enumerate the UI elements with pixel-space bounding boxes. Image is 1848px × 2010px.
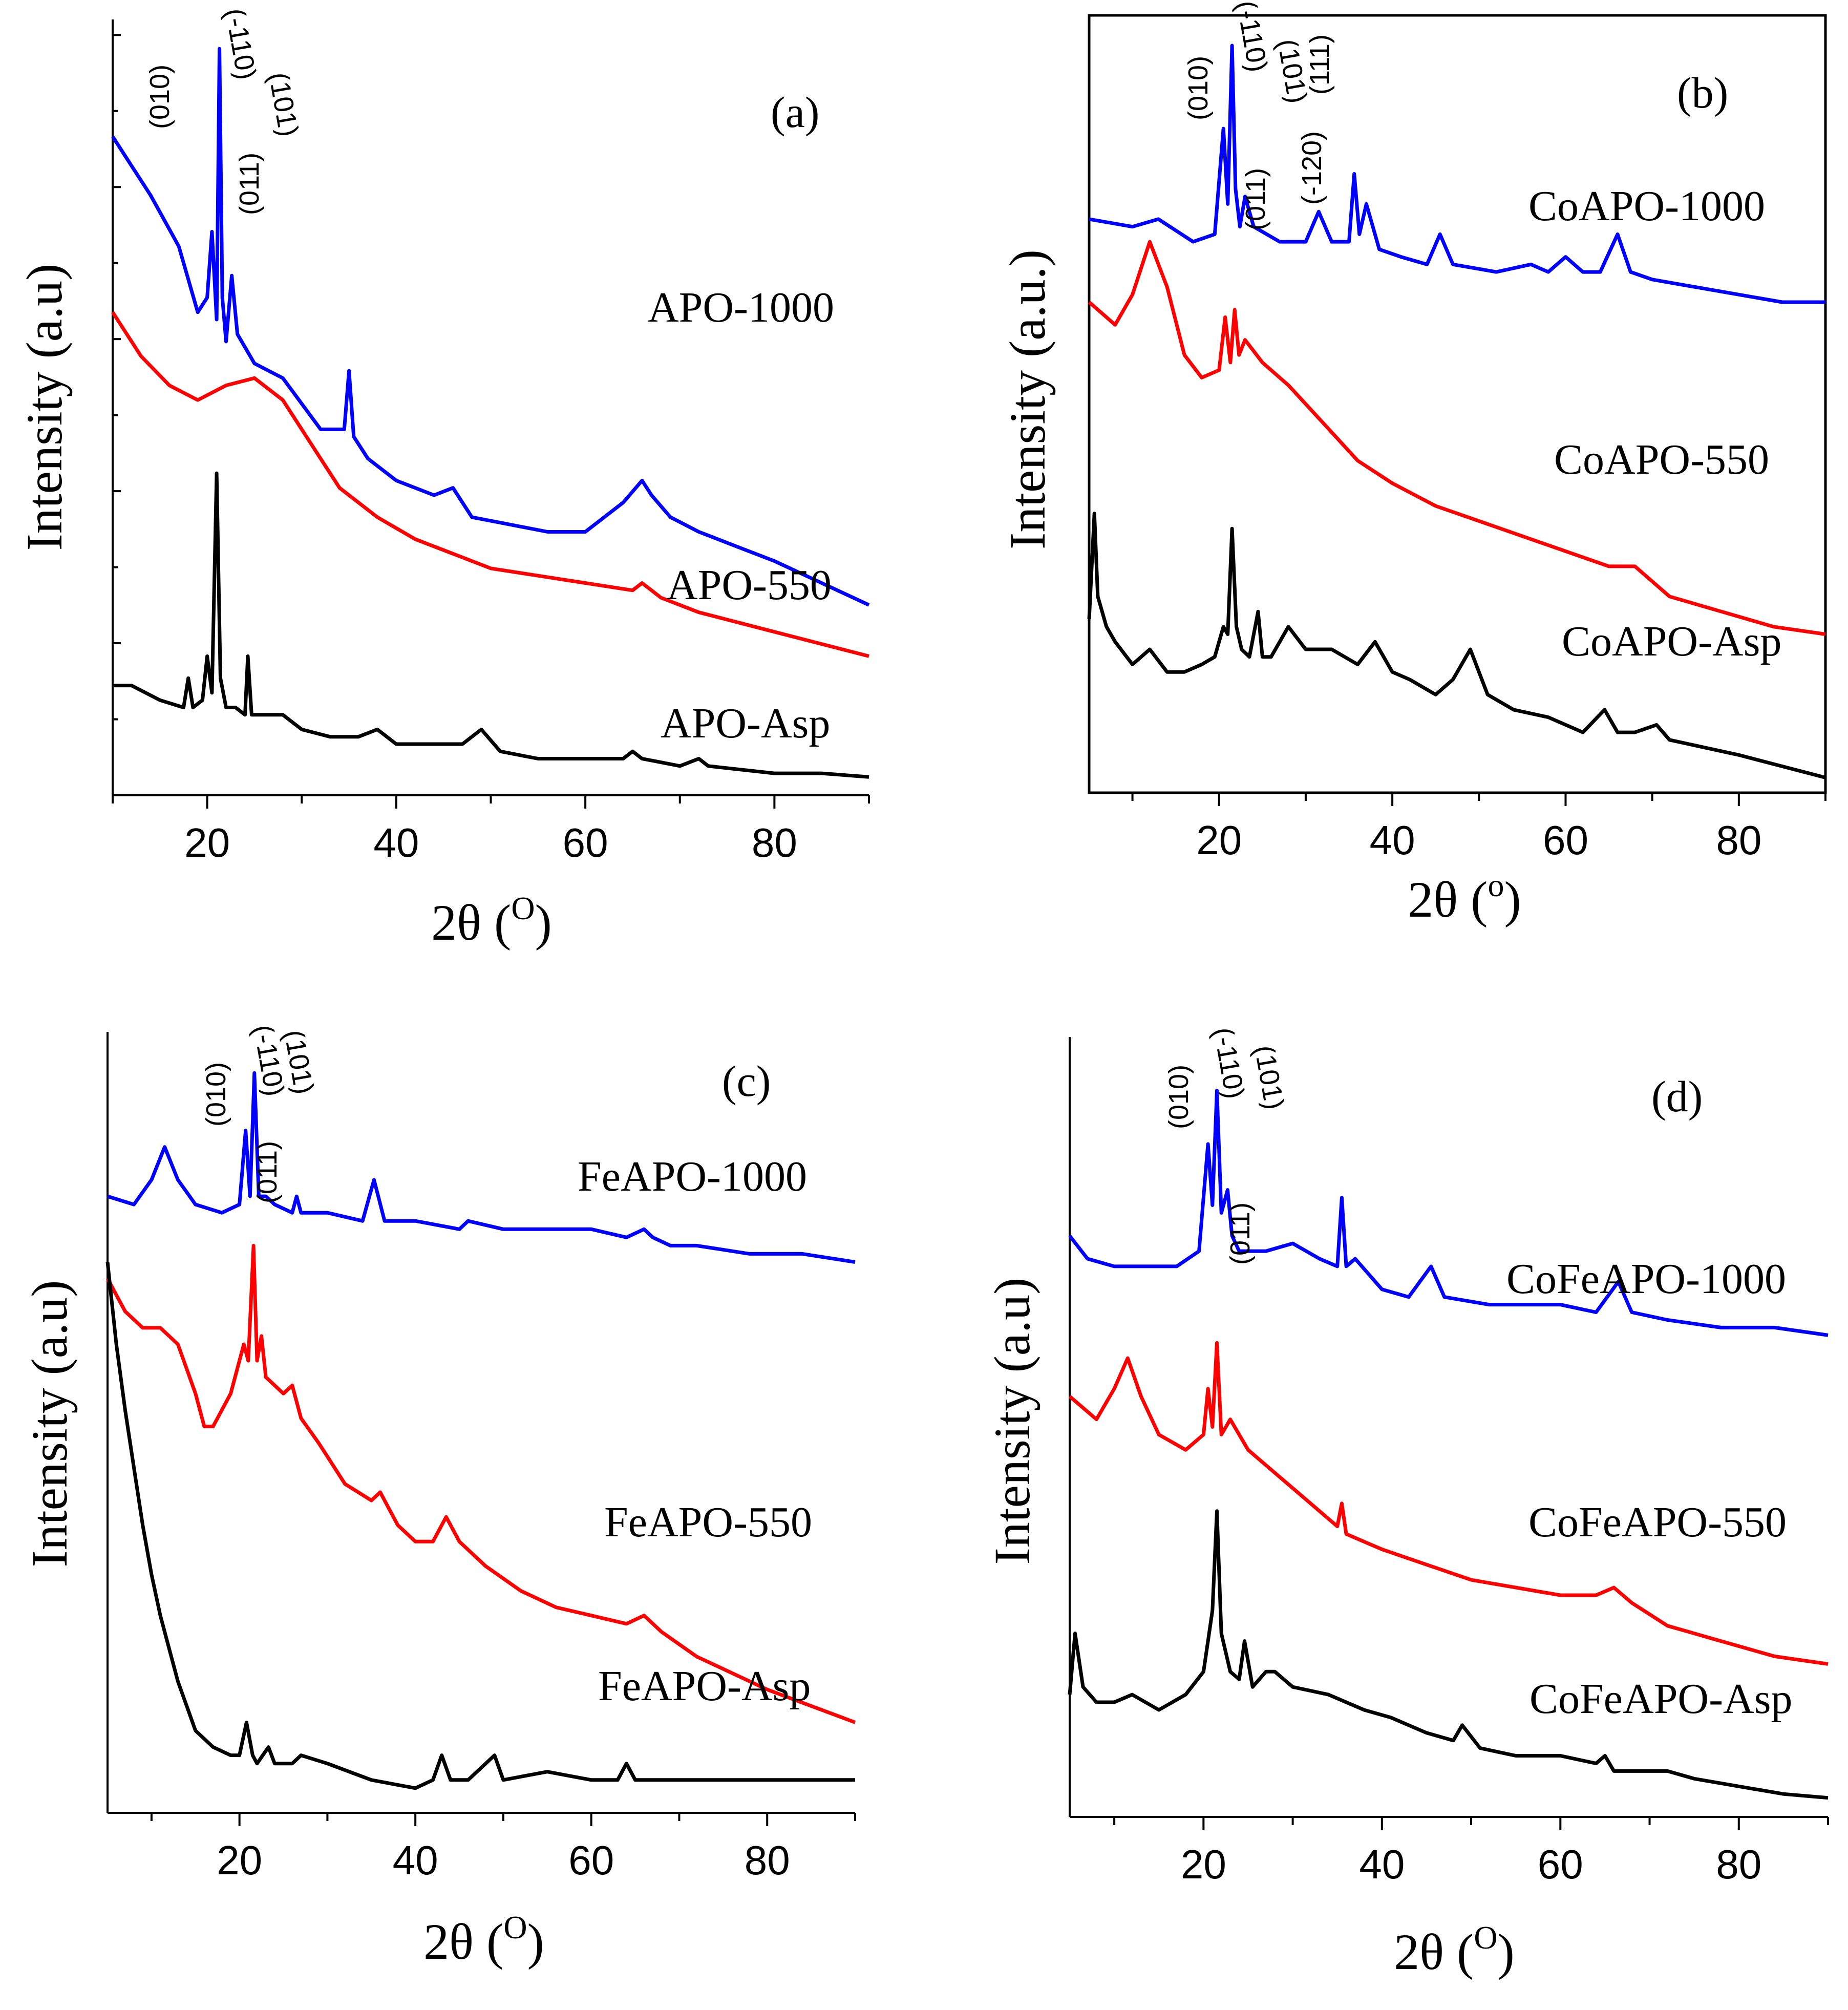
series-line-cofeapo-550 xyxy=(1068,1341,1829,1666)
x-tick-label: 20 xyxy=(1181,1842,1226,1887)
peak-index-label: (111) xyxy=(1304,34,1335,95)
series-label: APO-Asp xyxy=(661,700,830,747)
x-axis-title-unit: o xyxy=(1488,867,1504,903)
x-tick-label: 40 xyxy=(1359,1842,1405,1887)
plot-frame xyxy=(1088,14,1827,794)
peak-index-label: (010) xyxy=(1183,56,1214,120)
series-label: CoFeAPO-Asp xyxy=(1530,1675,1792,1723)
x-tick-label: 80 xyxy=(752,820,797,865)
x-tick-label: 20 xyxy=(217,1837,262,1883)
series-label: FeAPO-1000 xyxy=(578,1153,807,1200)
x-axis-title-unit: O xyxy=(1474,1919,1497,1956)
series-line-apo-550 xyxy=(111,311,869,658)
series-line-feapo-asp xyxy=(105,1262,855,1790)
series-line-apo-1000 xyxy=(111,47,870,607)
series-line-coapo-asp xyxy=(1087,512,1826,779)
x-axis-title-close: ) xyxy=(527,1913,544,1970)
peak-index-label: (010) xyxy=(201,1062,231,1127)
series-label: CoAPO-1000 xyxy=(1528,182,1765,230)
peak-index-label: (011) xyxy=(252,1141,283,1203)
series-line-apo-asp xyxy=(113,471,869,779)
y-axis-title: Intensity (a.u) xyxy=(16,264,73,551)
series-line-coapo-550 xyxy=(1088,240,1826,636)
x-tick-label: 20 xyxy=(184,820,230,865)
x-tick-label: 60 xyxy=(568,1837,614,1883)
panel-label: (b) xyxy=(1677,68,1728,117)
peak-index-label: (010) xyxy=(1163,1065,1194,1129)
panel-label: (c) xyxy=(722,1056,771,1106)
x-axis-title-unit: O xyxy=(503,1909,527,1945)
series-label: CoFeAPO-550 xyxy=(1528,1498,1787,1546)
x-tick-label: 60 xyxy=(563,820,608,865)
peak-index-label: (010) xyxy=(144,65,175,129)
panel-label: (d) xyxy=(1651,1072,1703,1121)
x-axis-title-main: 2θ ( xyxy=(1408,871,1488,928)
series-label: CoAPO-Asp xyxy=(1562,618,1781,665)
x-axis-title: 2θ (O) xyxy=(423,1909,544,1970)
x-tick-label: 60 xyxy=(1538,1842,1583,1887)
x-tick-label: 80 xyxy=(745,1837,790,1883)
peak-index-label: (-120) xyxy=(1297,131,1327,205)
series-line-feapo-1000 xyxy=(107,1071,856,1264)
x-tick-label: 40 xyxy=(1370,817,1415,863)
y-axis-title: Intensity (a.u) xyxy=(984,1278,1040,1565)
series-line-coapo-1000 xyxy=(1089,44,1825,304)
peak-index-label: (011) xyxy=(234,153,265,215)
series-line-feapo-550 xyxy=(105,1243,856,1724)
series-label: CoFeAPO-1000 xyxy=(1506,1255,1786,1303)
peak-index-label: (011) xyxy=(1225,1202,1256,1265)
series-line-cofeapo-1000 xyxy=(1068,1089,1829,1337)
y-axis-title: Intensity (a.u) xyxy=(21,1280,78,1568)
series-line-cofeapo-asp xyxy=(1068,1509,1829,1800)
x-axis-title: 2θ (o) xyxy=(1408,867,1521,928)
x-axis-title-close: ) xyxy=(535,894,552,951)
y-axis-title: Intensity (a.u.) xyxy=(999,249,1056,549)
series-label: FeAPO-Asp xyxy=(598,1662,811,1710)
x-axis-title-main: 2θ ( xyxy=(1394,1923,1474,1980)
x-tick-label: 80 xyxy=(1716,817,1761,863)
series-label: FeAPO-550 xyxy=(604,1498,812,1546)
panel-label: (a) xyxy=(771,88,819,137)
x-tick-label: 20 xyxy=(1196,817,1242,863)
x-tick-label: 80 xyxy=(1716,1842,1761,1887)
x-axis-title-unit: O xyxy=(511,890,535,926)
series-label: APO-1000 xyxy=(648,284,834,331)
chart-panel-a: 20 40 60 80APO-1000APO-550APO-Asp(a)(010)(-… xyxy=(16,6,870,951)
peak-index-label: (011) xyxy=(1240,168,1271,230)
x-axis-title-main: 2θ ( xyxy=(431,894,511,951)
x-axis-title: 2θ (O) xyxy=(1394,1919,1515,1980)
x-axis-title-close: ) xyxy=(1498,1923,1515,1980)
x-tick-label: 40 xyxy=(373,820,419,865)
series-label: APO-550 xyxy=(667,561,832,609)
series-label: CoAPO-550 xyxy=(1554,436,1769,483)
x-axis-title-main: 2θ ( xyxy=(423,1913,503,1970)
x-axis-title-close: ) xyxy=(1504,871,1521,928)
x-tick-label: 40 xyxy=(393,1837,438,1883)
x-axis-title: 2θ (O) xyxy=(431,890,552,951)
chart-panel-c: 20 40 60 80 FeAPO-1000 FeAPO-550 FeAPO-Asp (c) (… xyxy=(21,1023,856,1970)
x-tick-label: 60 xyxy=(1543,817,1588,863)
